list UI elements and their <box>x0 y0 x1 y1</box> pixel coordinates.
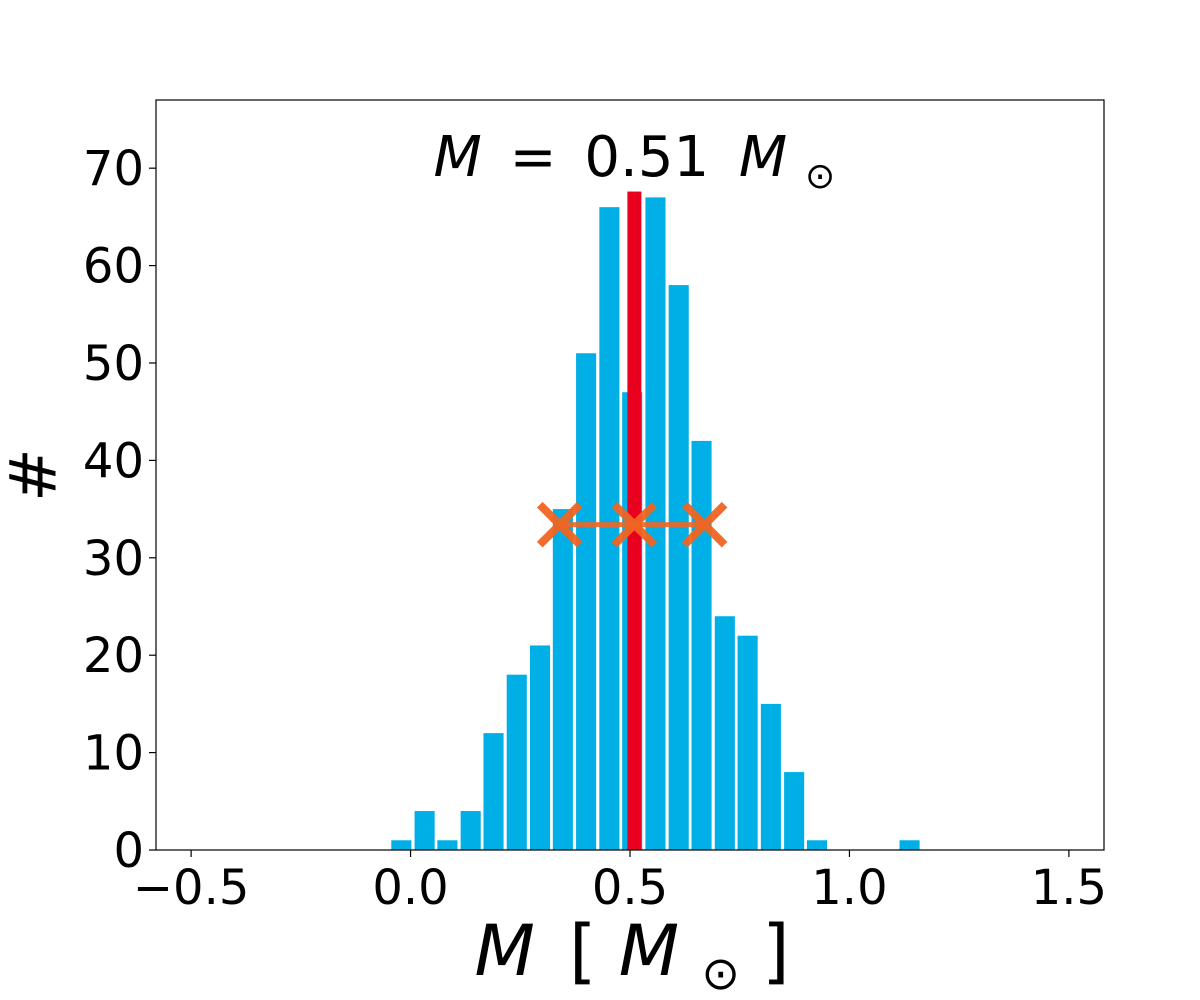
y-tick-label: 10 <box>83 726 144 782</box>
histogram-bar <box>483 733 504 850</box>
xlabel-right-bracket: ] <box>762 910 789 992</box>
x-tick-label: −0.5 <box>133 860 250 916</box>
annotation-equals: = <box>510 125 557 190</box>
histogram-bar <box>760 703 781 850</box>
histogram-bar <box>437 840 458 850</box>
histogram-bar <box>552 509 573 850</box>
histogram-bar <box>899 840 920 850</box>
histogram-bar <box>668 285 689 850</box>
interval-low-marker <box>536 501 583 548</box>
mean-and-interval <box>536 191 728 850</box>
histogram-bar <box>576 353 597 850</box>
histogram-bar <box>460 811 481 850</box>
x-tick-label: 1.5 <box>1031 860 1107 916</box>
mean-annotation: M = 0.51 M ⊙ <box>434 125 836 197</box>
histogram-bar <box>599 207 620 850</box>
x-tick-label: 1.0 <box>811 860 887 916</box>
annotation-sun-symbol: ⊙ <box>805 156 835 197</box>
xlabel-unit: M <box>619 910 679 992</box>
annotation-value: 0.51 <box>584 125 709 190</box>
x-tick-label: 0.5 <box>592 860 668 916</box>
histogram-bar <box>784 772 805 850</box>
interval-high-marker <box>681 501 728 548</box>
y-axis-label: # <box>0 448 72 502</box>
histogram-bar <box>391 840 412 850</box>
histogram-bar <box>414 811 435 850</box>
histogram-bars <box>391 197 920 850</box>
axis-ticks: −0.5 0.0 0.5 1.0 1.5 0 10 20 30 40 50 60 70 <box>83 141 1107 916</box>
y-tick-label: 60 <box>83 239 144 295</box>
interval-mid-marker <box>611 501 658 548</box>
x-tick-label: 0.0 <box>372 860 448 916</box>
histogram-bar <box>737 635 758 850</box>
y-tick-label: 0 <box>113 823 144 879</box>
annotation-unit: M <box>739 125 787 190</box>
histogram-bar <box>691 440 712 850</box>
xlabel-var: M <box>474 910 534 992</box>
histogram-bar <box>806 840 828 850</box>
y-tick-label: 40 <box>83 433 144 489</box>
y-tick-label: 70 <box>83 141 144 197</box>
histogram-bar <box>529 645 551 850</box>
x-axis-label: M [ M ⊙ ] <box>474 910 789 1000</box>
histogram-bar <box>714 616 735 850</box>
y-tick-label: 50 <box>83 336 144 392</box>
annotation-var: M <box>434 125 482 190</box>
xlabel-left-bracket: [ <box>569 910 596 992</box>
y-tick-label: 20 <box>83 628 144 684</box>
xlabel-sun-symbol: ⊙ <box>701 946 740 1000</box>
y-tick-label: 30 <box>83 531 144 587</box>
histogram-bar <box>506 674 527 850</box>
